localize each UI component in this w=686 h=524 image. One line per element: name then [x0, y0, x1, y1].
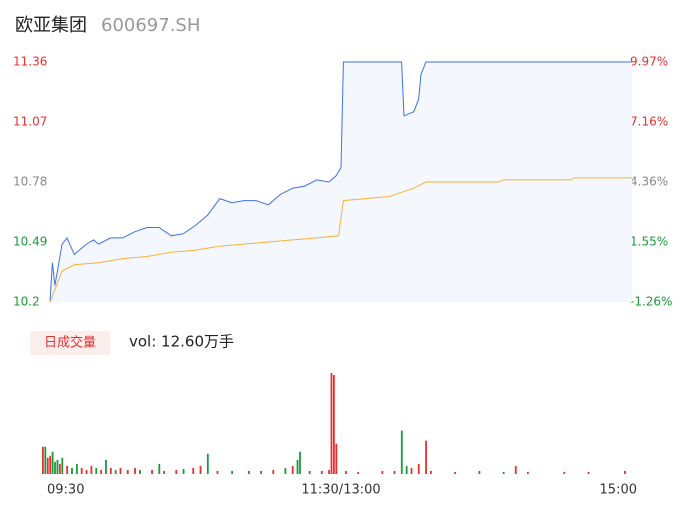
volume-bar — [248, 470, 250, 474]
volume-bar — [85, 469, 88, 474]
volume-bar — [51, 451, 54, 474]
volume-bar — [66, 465, 69, 474]
volume-bar — [42, 446, 44, 474]
volume-bar — [126, 469, 129, 474]
volume-bar — [54, 461, 56, 474]
y2-tick-label: -1.26% — [630, 295, 672, 309]
average-line — [49, 177, 632, 303]
chart-title: 欧亚集团 — [15, 15, 87, 36]
volume-bar — [272, 469, 275, 474]
y2-tick-label: 7.16% — [630, 115, 668, 129]
volume-bar — [61, 457, 64, 474]
volume-bar — [175, 469, 178, 474]
volume-bar — [139, 469, 141, 474]
y-tick-label: 11.36 — [13, 55, 47, 69]
y2-tick-label: 1.55% — [630, 234, 668, 248]
volume-tag: 日成交量 — [44, 335, 96, 351]
y2-tick-label: 4.36% — [630, 174, 668, 188]
volume-bar — [478, 470, 481, 474]
volume-bar — [56, 459, 59, 474]
volume-bar — [430, 470, 432, 474]
y2-tick-label: 9.97% — [630, 55, 668, 69]
volume-bar — [563, 471, 566, 474]
volume-bar — [330, 373, 333, 474]
volume-bar — [231, 470, 233, 474]
volume-bar — [151, 469, 153, 474]
volume-bar — [44, 446, 47, 474]
volume-bar — [624, 470, 626, 474]
volume-bar — [425, 440, 427, 474]
volume-bar — [105, 459, 107, 474]
volume-bar — [199, 465, 202, 474]
volume-bar — [114, 469, 117, 474]
volume-bar — [158, 463, 161, 474]
volume-bar — [163, 470, 166, 474]
volume-bar — [410, 467, 413, 474]
volume-bar — [417, 463, 420, 474]
volume-bar — [49, 455, 52, 474]
volume-bar — [527, 471, 529, 474]
volume-bar — [284, 467, 287, 474]
volume-bar — [357, 471, 360, 474]
volume-bar — [95, 467, 98, 474]
volume-bar — [299, 451, 301, 474]
volume-bar — [192, 467, 195, 474]
y-tick-label: 10.2 — [13, 295, 40, 309]
volume-bar — [502, 471, 505, 474]
price-line — [49, 61, 632, 303]
volume-bar — [216, 470, 219, 474]
volume-bar — [320, 470, 323, 474]
volume-bar — [109, 467, 112, 474]
volume-bar — [119, 467, 122, 474]
volume-bar — [296, 459, 299, 474]
volume-bar — [381, 470, 384, 474]
volume-bar — [58, 463, 61, 474]
x-tick-label: 15:00 — [600, 483, 637, 498]
volume-bar — [345, 470, 347, 474]
volume-bar — [405, 465, 408, 474]
volume-bar — [400, 430, 403, 474]
chart-subtitle: 600697.SH — [101, 15, 200, 36]
y-tick-label: 10.49 — [13, 235, 47, 249]
volume-bar — [335, 443, 338, 474]
volume-bar — [80, 467, 83, 474]
volume-bar — [134, 467, 136, 474]
x-tick-label: 09:30 — [47, 483, 84, 498]
volume-bar — [75, 463, 78, 474]
volume-bar — [260, 470, 263, 474]
volume-bar — [71, 467, 73, 474]
volume-bar — [308, 470, 311, 474]
volume-bar — [46, 457, 49, 474]
volume-bar — [90, 465, 93, 474]
volume-bar — [291, 465, 294, 474]
volume-bar — [182, 468, 185, 474]
volume-bar — [333, 375, 335, 474]
volume-bar — [206, 453, 209, 474]
volume-label: vol: 12.60万手 — [129, 333, 234, 351]
x-tick-label: 11:30/13:00 — [301, 483, 380, 498]
price-area — [50, 62, 632, 302]
volume-bar — [454, 471, 457, 474]
volume-bar — [514, 465, 517, 474]
volume-tag-bg — [30, 331, 110, 355]
volume-bar — [328, 469, 330, 474]
volume-bar — [587, 471, 590, 474]
y-tick-label: 11.07 — [13, 115, 47, 129]
volume-bar — [100, 469, 102, 474]
y-tick-label: 10.78 — [13, 175, 47, 189]
volume-bar — [393, 470, 396, 474]
